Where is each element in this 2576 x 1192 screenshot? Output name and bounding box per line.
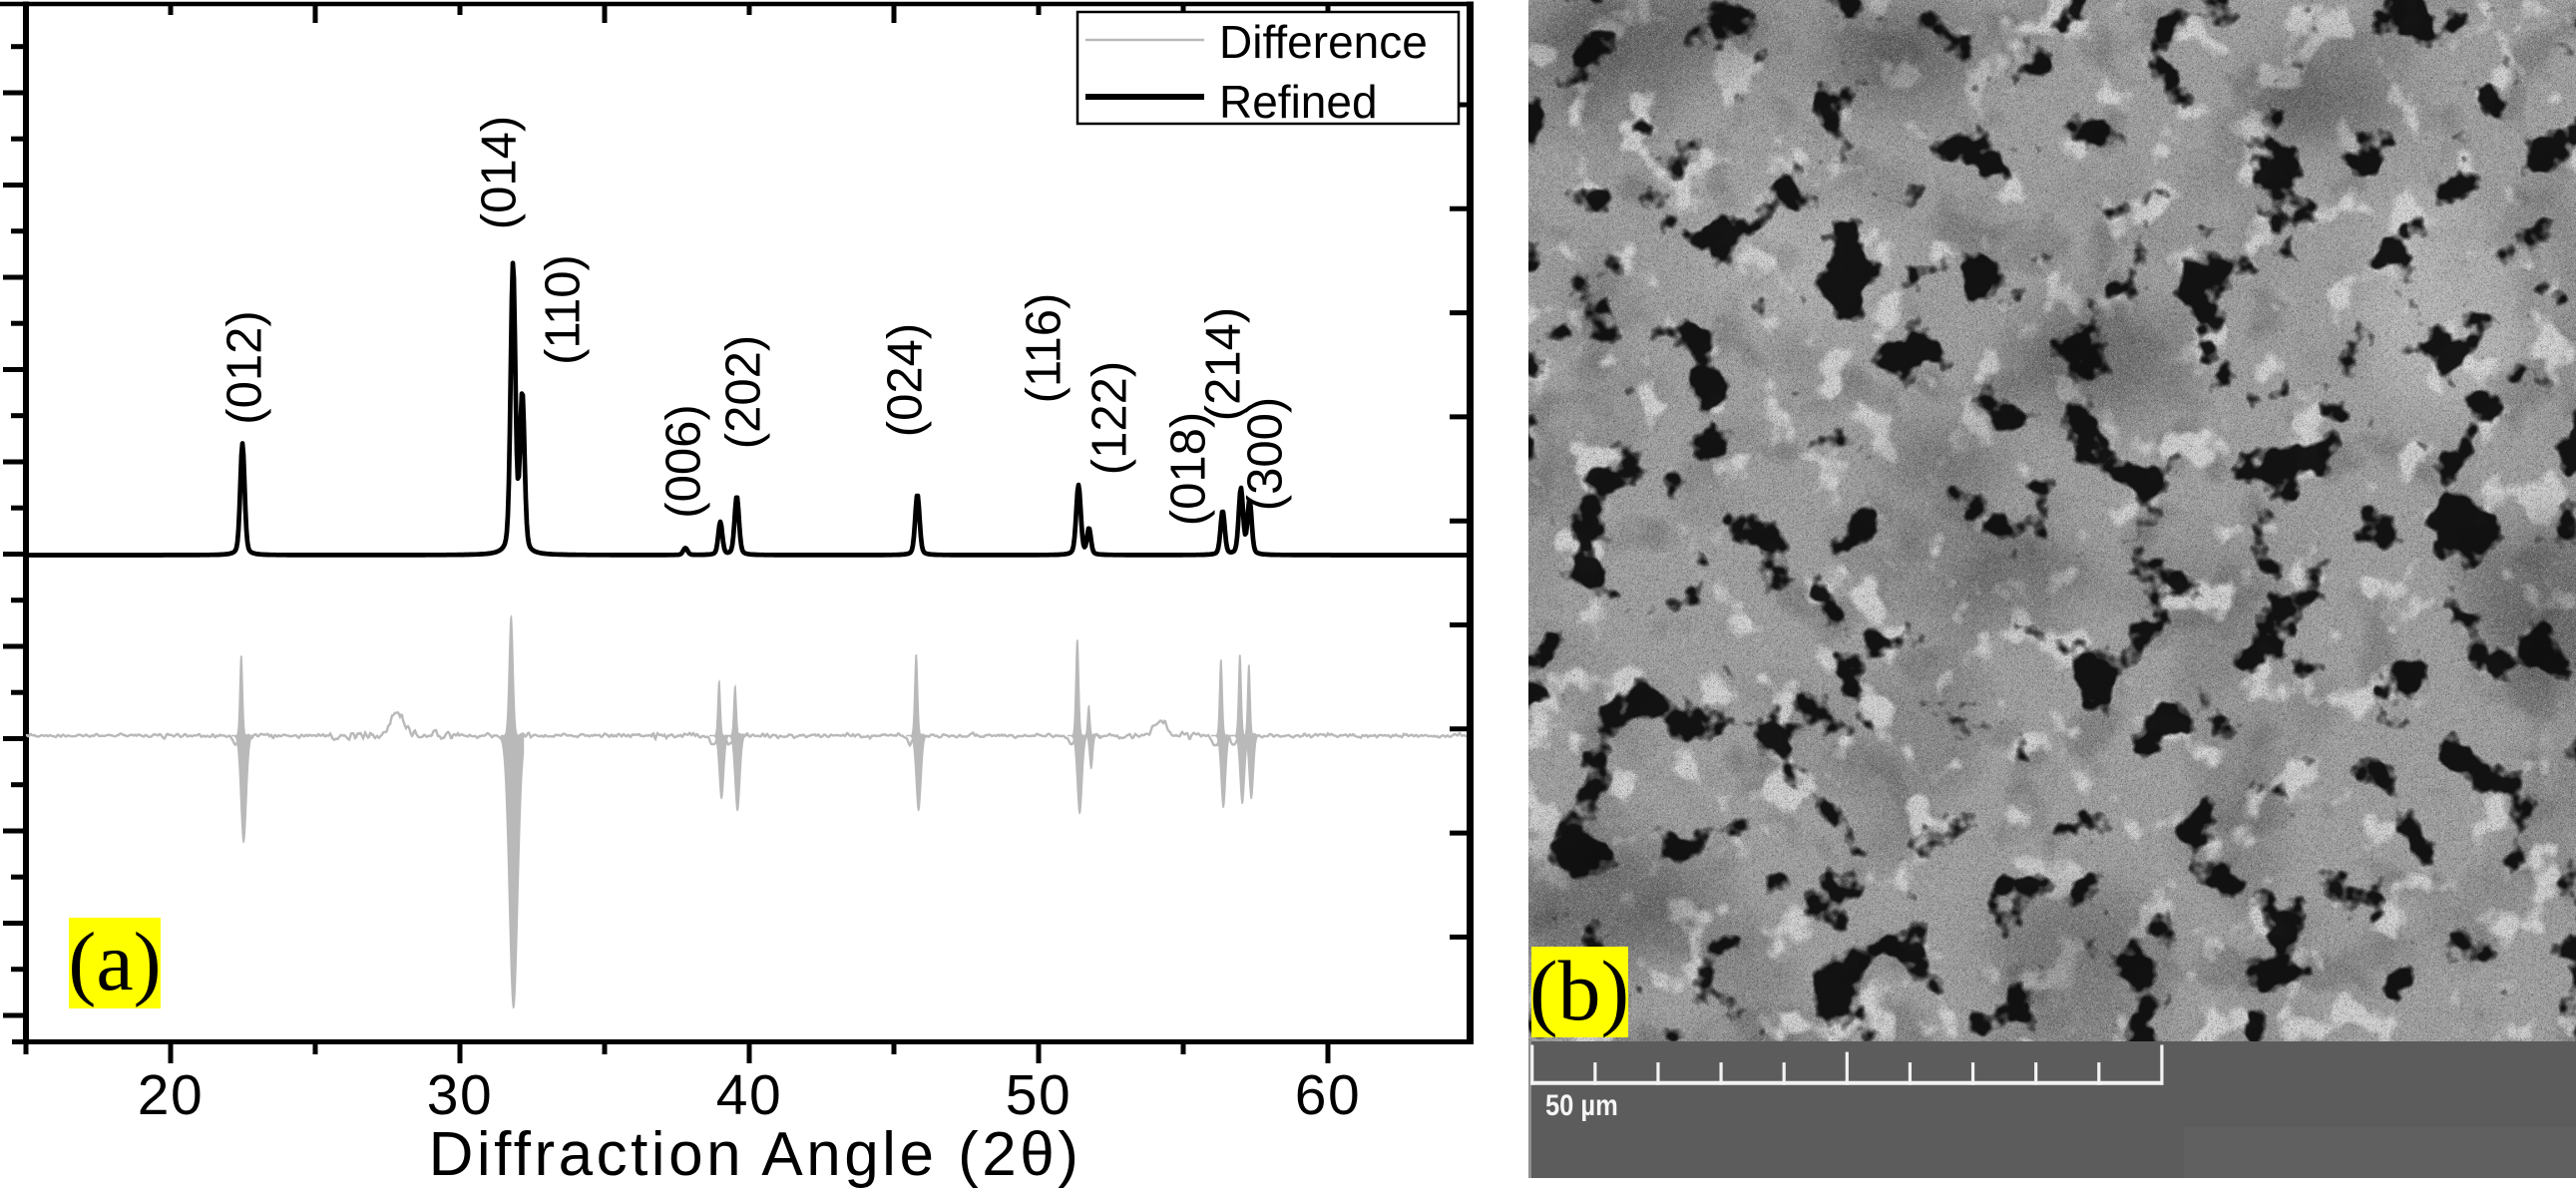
svg-text:(012): (012)	[218, 310, 272, 424]
svg-text:Difference: Difference	[1219, 16, 1428, 68]
svg-text:30: 30	[427, 1063, 493, 1127]
svg-text:(110): (110)	[537, 254, 591, 365]
svg-text:60: 60	[1295, 1063, 1361, 1127]
svg-text:40: 40	[716, 1063, 782, 1127]
svg-text:50: 50	[1006, 1063, 1072, 1127]
svg-text:20: 20	[138, 1063, 204, 1127]
svg-text:(202): (202)	[717, 335, 771, 449]
svg-text:(014): (014)	[473, 116, 527, 229]
svg-text:(018): (018)	[1162, 412, 1216, 526]
svg-text:50 µm: 50 µm	[1545, 1088, 1618, 1121]
svg-text:(a): (a)	[68, 916, 161, 1008]
svg-text:(b): (b)	[1529, 943, 1629, 1038]
svg-text:(214): (214)	[1197, 307, 1251, 421]
svg-text:(116): (116)	[1018, 293, 1072, 404]
svg-text:(122): (122)	[1083, 361, 1137, 475]
svg-text:Diffraction Angle (2θ): Diffraction Angle (2θ)	[429, 1120, 1082, 1189]
svg-text:(024): (024)	[879, 323, 933, 437]
svg-text:(300): (300)	[1239, 397, 1293, 511]
svg-text:(006): (006)	[657, 404, 711, 518]
svg-text:Refined: Refined	[1219, 76, 1378, 128]
